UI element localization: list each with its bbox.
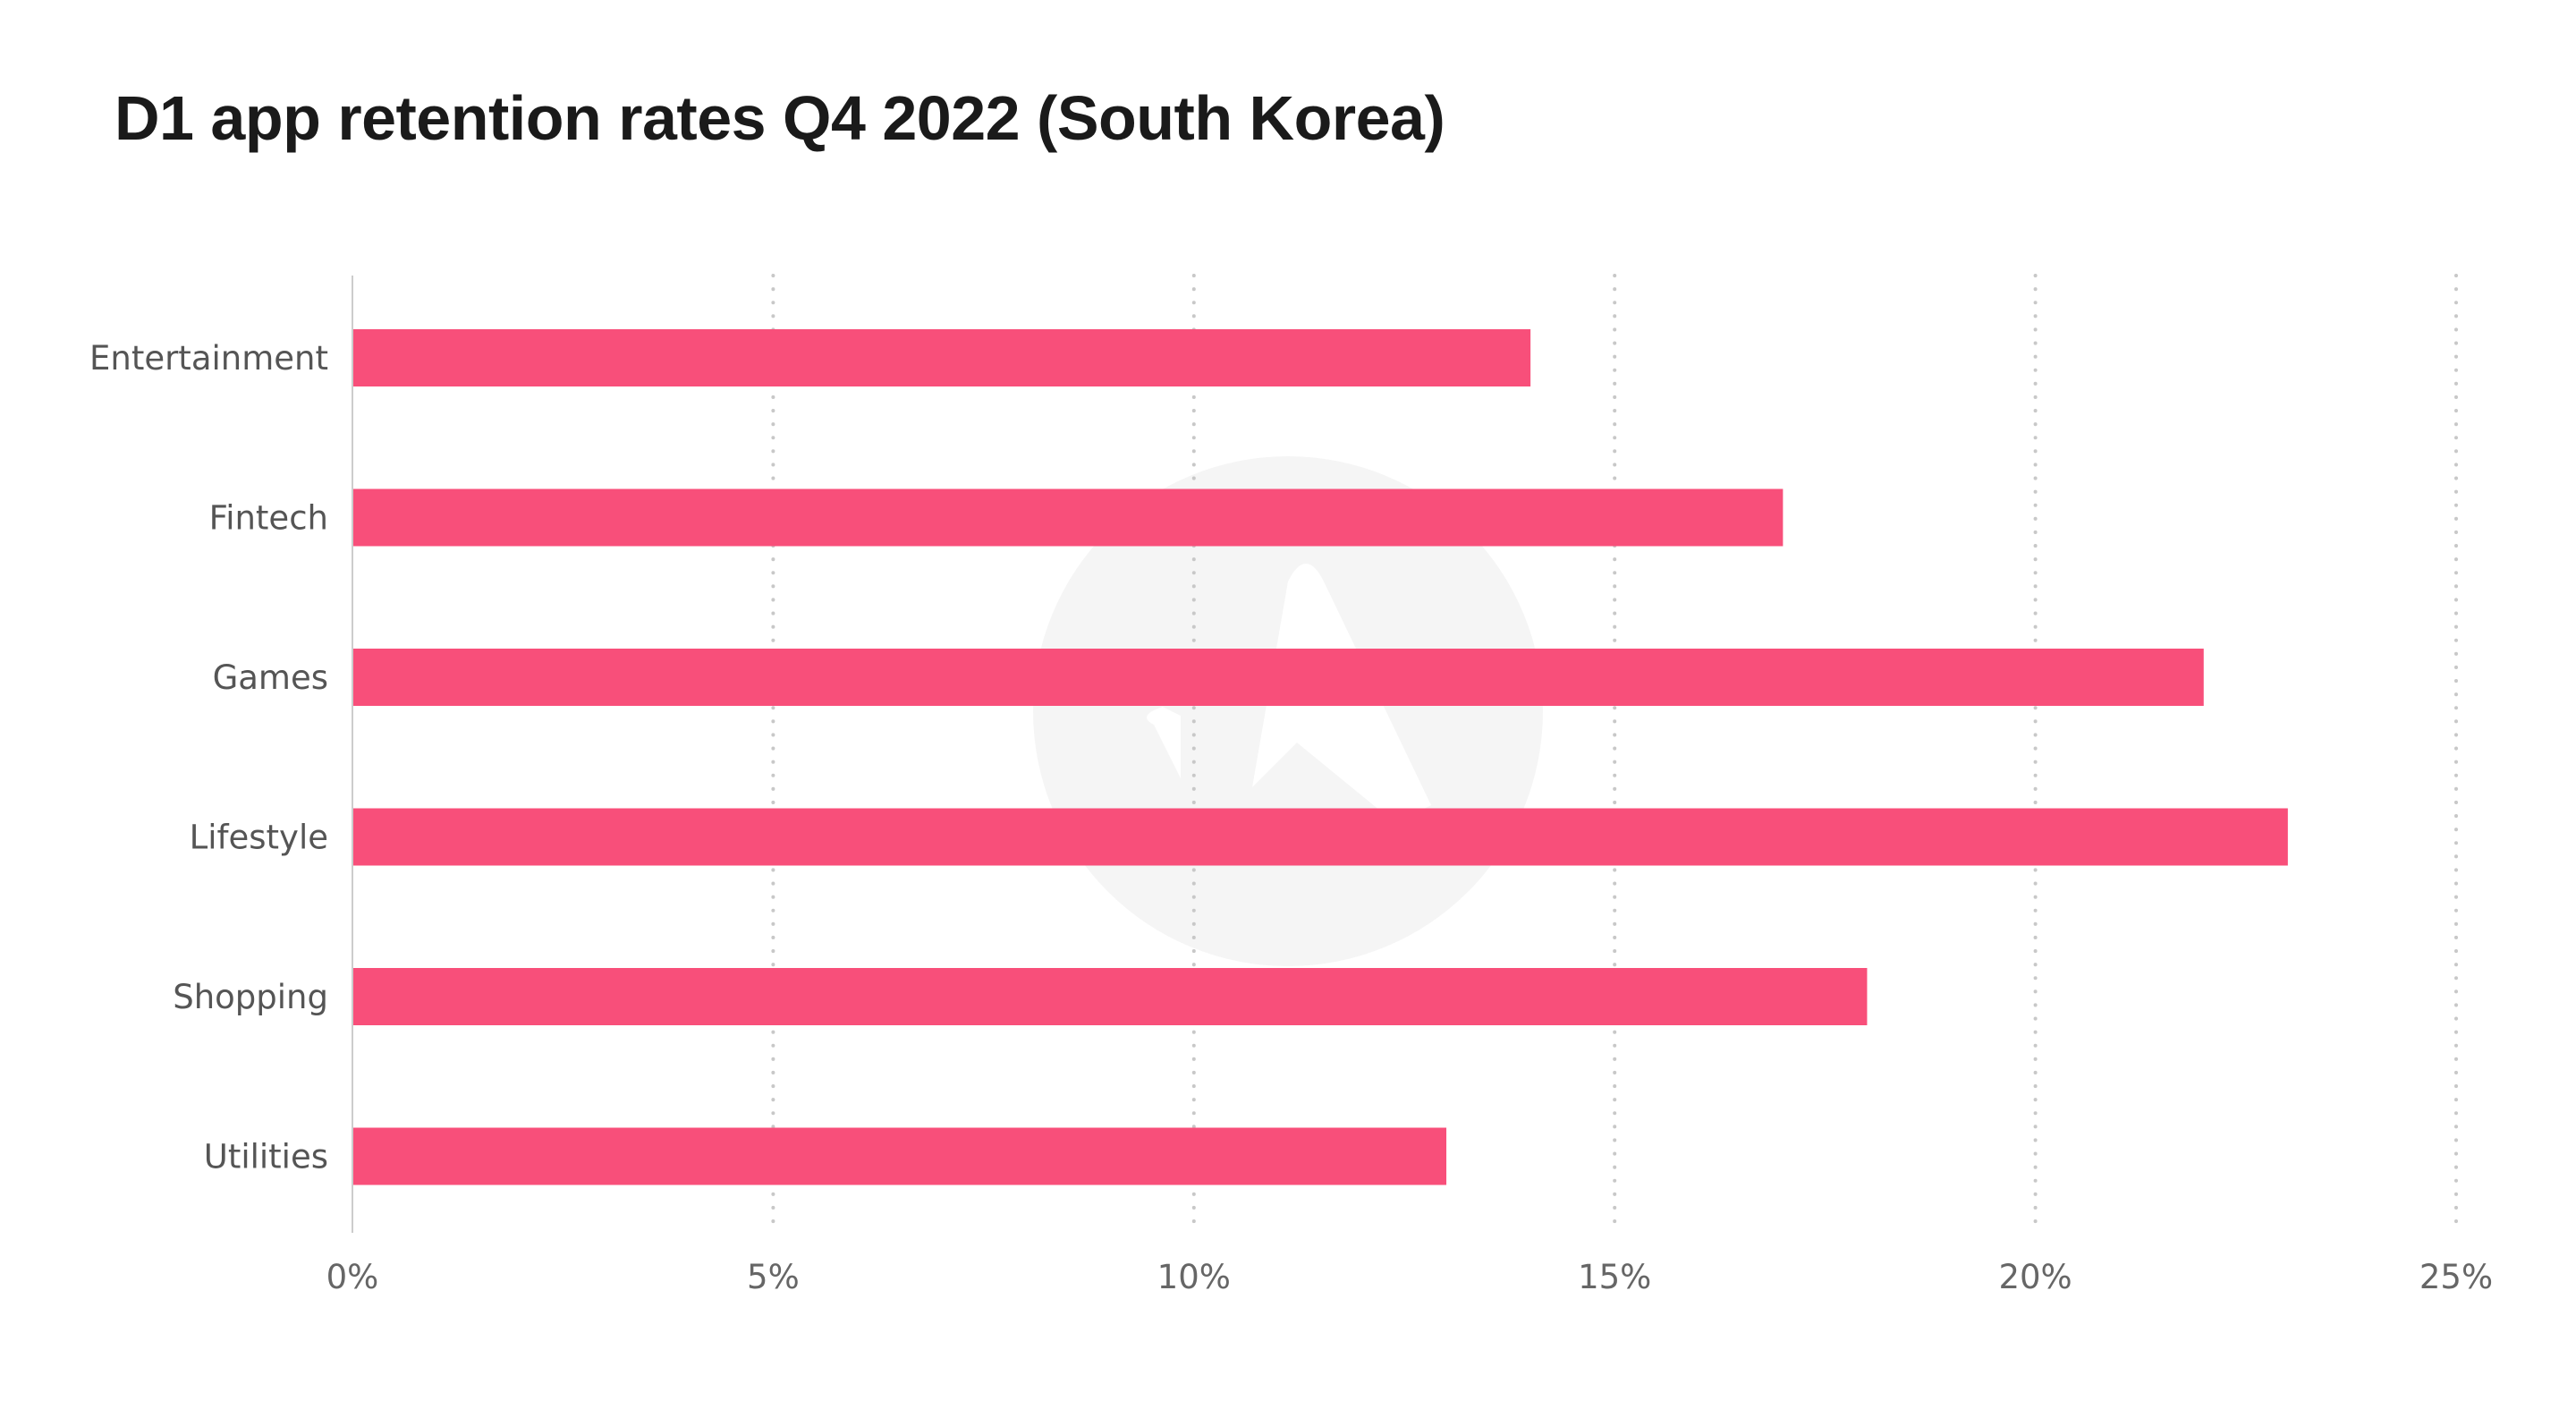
bar-shopping (352, 968, 1868, 1025)
bar-games (352, 649, 2204, 706)
bar-utilities (352, 1127, 1447, 1185)
bar-entertainment (352, 329, 1531, 386)
x-tick-label: 5% (747, 1258, 800, 1296)
bars (352, 329, 2288, 1185)
category-label: Fintech (209, 499, 328, 538)
category-label: Entertainment (89, 339, 328, 378)
x-tick-label: 0% (326, 1258, 379, 1296)
category-label: Shopping (173, 978, 328, 1016)
x-tick-label: 15% (1578, 1258, 1651, 1296)
x-tick-labels: 0% 5% 10% 15% 20% 25% (326, 1258, 2493, 1296)
bar-lifestyle (352, 808, 2288, 866)
x-tick-label: 10% (1157, 1258, 1231, 1296)
category-label: Lifestyle (190, 819, 328, 857)
category-labels: Entertainment Fintech Games Lifestyle Shoppi… (89, 339, 328, 1176)
x-gridlines (771, 274, 2458, 1235)
x-tick-label: 20% (1998, 1258, 2072, 1296)
category-label: Utilities (204, 1138, 328, 1176)
category-label: Games (213, 658, 328, 697)
chart-title: D1 app retention rates Q4 2022 (South Ko… (114, 83, 1445, 153)
x-tick-label: 25% (2419, 1258, 2493, 1296)
bar-fintech (352, 488, 1784, 547)
